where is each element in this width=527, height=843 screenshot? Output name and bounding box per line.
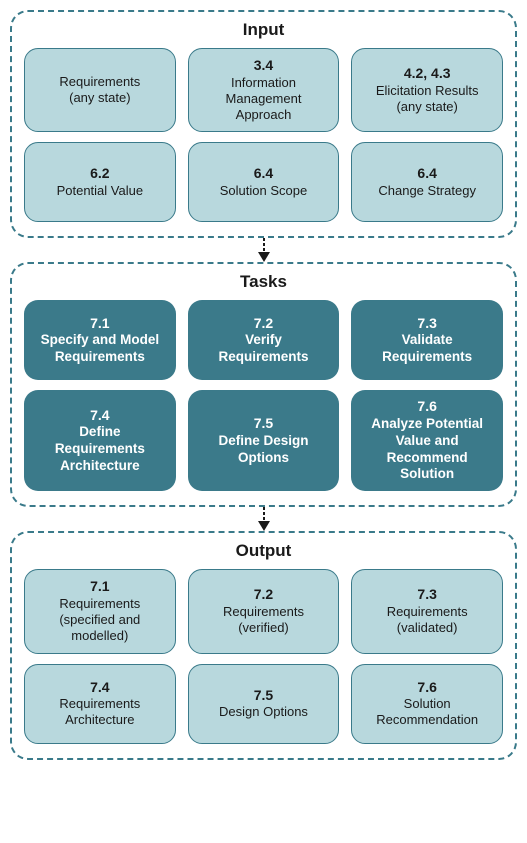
section-title: Output: [24, 541, 503, 561]
section-grid: 7.1 Specify and ModelRequirements 7.2 Ve…: [24, 300, 503, 491]
box-label: Requirements(any state): [59, 74, 140, 107]
diagram-box: 7.4 DefineRequirementsArchitecture: [24, 390, 176, 491]
section-grid: 7.1 Requirements(specified andmodelled) …: [24, 569, 503, 743]
box-label: Requirements(verified): [223, 604, 304, 637]
arrow-down-icon: [10, 238, 517, 262]
box-label: InformationManagementApproach: [226, 75, 302, 124]
box-label: Potential Value: [57, 183, 144, 199]
box-number: 7.5: [254, 415, 273, 433]
box-number: 7.1: [90, 315, 109, 333]
box-number: 6.2: [90, 165, 109, 183]
diagram-box: Requirements(any state): [24, 48, 176, 132]
box-label: Specify and ModelRequirements: [41, 332, 160, 366]
box-label: Requirements(validated): [387, 604, 468, 637]
diagram-box: 7.6 SolutionRecommendation: [351, 664, 503, 744]
diagram-box: 7.1 Specify and ModelRequirements: [24, 300, 176, 380]
box-label: Analyze PotentialValue andRecommendSolut…: [371, 416, 483, 484]
diagram-box: 3.4 InformationManagementApproach: [188, 48, 340, 132]
box-label: Requirements(specified andmodelled): [59, 596, 140, 645]
diagram-box: 7.6 Analyze PotentialValue andRecommendS…: [351, 390, 503, 491]
box-number: 7.3: [417, 586, 436, 604]
box-label: Elicitation Results(any state): [376, 83, 479, 116]
section-title: Tasks: [24, 272, 503, 292]
box-label: Change Strategy: [378, 183, 476, 199]
box-label: DefineRequirementsArchitecture: [55, 424, 145, 475]
section-output: Output 7.1 Requirements(specified andmod…: [10, 531, 517, 759]
diagram-box: 4.2, 4.3 Elicitation Results(any state): [351, 48, 503, 132]
box-label: VerifyRequirements: [218, 332, 308, 366]
box-label: Define DesignOptions: [218, 433, 308, 467]
box-number: 7.4: [90, 407, 109, 425]
box-number: 7.1: [90, 578, 109, 596]
section-input: Input Requirements(any state) 3.4 Inform…: [10, 10, 517, 238]
section-tasks: Tasks 7.1 Specify and ModelRequirements …: [10, 262, 517, 507]
diagram-box: 6.4 Solution Scope: [188, 142, 340, 222]
box-number: 7.3: [417, 315, 436, 333]
box-label: RequirementsArchitecture: [59, 696, 140, 729]
arrow-down-icon: [10, 507, 517, 531]
section-title: Input: [24, 20, 503, 40]
diagram-box: 7.5 Define DesignOptions: [188, 390, 340, 491]
diagram-root: Input Requirements(any state) 3.4 Inform…: [10, 10, 517, 760]
box-number: 6.4: [417, 165, 436, 183]
box-number: 7.2: [254, 586, 273, 604]
section-grid: Requirements(any state) 3.4 InformationM…: [24, 48, 503, 222]
diagram-box: 7.1 Requirements(specified andmodelled): [24, 569, 176, 653]
diagram-box: 7.5 Design Options: [188, 664, 340, 744]
box-label: SolutionRecommendation: [376, 696, 478, 729]
box-label: ValidateRequirements: [382, 332, 472, 366]
box-number: 3.4: [254, 57, 273, 75]
box-number: 6.4: [254, 165, 273, 183]
box-label: Solution Scope: [220, 183, 307, 199]
box-number: 7.6: [417, 679, 436, 697]
box-label: Design Options: [219, 704, 308, 720]
diagram-box: 6.2 Potential Value: [24, 142, 176, 222]
diagram-box: 7.2 VerifyRequirements: [188, 300, 340, 380]
box-number: 7.5: [254, 687, 273, 705]
diagram-box: 7.4 RequirementsArchitecture: [24, 664, 176, 744]
diagram-box: 6.4 Change Strategy: [351, 142, 503, 222]
box-number: 4.2, 4.3: [404, 65, 451, 83]
diagram-box: 7.3 ValidateRequirements: [351, 300, 503, 380]
box-number: 7.6: [417, 398, 436, 416]
diagram-box: 7.2 Requirements(verified): [188, 569, 340, 653]
diagram-box: 7.3 Requirements(validated): [351, 569, 503, 653]
box-number: 7.2: [254, 315, 273, 333]
box-number: 7.4: [90, 679, 109, 697]
